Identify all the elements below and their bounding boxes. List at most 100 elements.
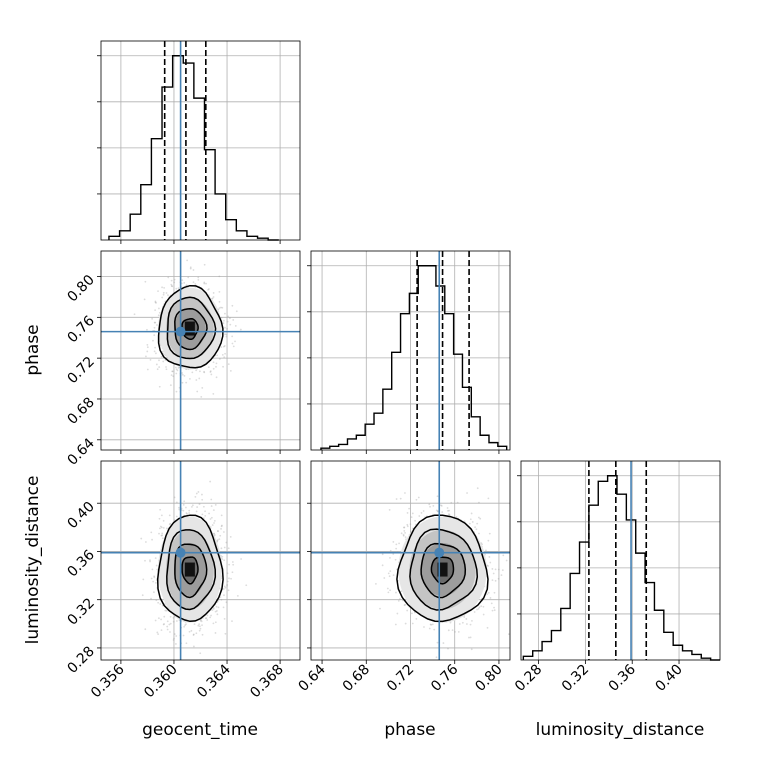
sample-point — [154, 619, 157, 622]
sample-point — [157, 617, 160, 620]
sample-point — [226, 583, 229, 586]
sample-point — [203, 263, 206, 266]
sample-point — [428, 627, 431, 630]
sample-point — [203, 370, 205, 373]
sample-point — [512, 543, 514, 545]
sample-point — [220, 525, 223, 528]
sample-point — [175, 620, 178, 622]
panel-frame — [100, 460, 301, 661]
x-tick-label: 0.40 — [653, 662, 686, 695]
sample-point — [154, 300, 157, 303]
sample-point — [200, 620, 203, 623]
sample-point — [456, 501, 459, 504]
sample-point — [215, 362, 218, 365]
sample-point — [488, 556, 491, 558]
sample-point — [415, 617, 418, 620]
sample-point — [245, 584, 248, 587]
sample-point — [215, 376, 218, 379]
sample-point — [144, 628, 147, 631]
sample-point — [209, 526, 212, 528]
sample-point — [202, 517, 205, 520]
corner-panels: 0.28 0.32 0.36 0.400.640.680.720.760.800.35… — [64, 40, 721, 701]
sample-point — [222, 606, 225, 609]
sample-point — [431, 623, 434, 626]
sample-point — [170, 283, 173, 286]
sample-point — [172, 639, 175, 641]
sample-point — [487, 591, 490, 594]
sample-point — [222, 345, 225, 348]
sample-point — [158, 527, 161, 530]
sample-point — [182, 634, 185, 637]
sample-point — [214, 621, 217, 624]
sample-point — [387, 591, 390, 594]
sample-point — [212, 622, 215, 625]
sample-point — [228, 317, 231, 320]
sample-point — [190, 505, 193, 508]
sample-point — [470, 512, 473, 515]
sample-point — [398, 542, 400, 545]
sample-point — [160, 514, 163, 517]
sample-point — [196, 390, 199, 393]
sample-point — [402, 533, 405, 536]
sample-point — [446, 507, 449, 509]
sample-point — [392, 541, 395, 543]
sample-point — [418, 515, 421, 517]
sample-point — [449, 621, 452, 624]
sample-point — [476, 522, 479, 525]
sample-point — [508, 633, 510, 636]
y-tick-label: 0.72 — [64, 354, 97, 387]
sample-point — [151, 568, 154, 571]
sample-point — [202, 505, 205, 508]
sample-point — [175, 635, 178, 637]
sample-point — [466, 623, 468, 625]
sample-point — [210, 373, 213, 376]
sample-point — [389, 570, 392, 572]
sample-point — [492, 572, 495, 575]
sample-point — [210, 614, 212, 617]
sample-point — [153, 321, 156, 324]
sample-point — [153, 326, 156, 329]
sample-point — [163, 623, 165, 625]
sample-point — [448, 509, 451, 512]
panel-content — [101, 251, 300, 450]
sample-point — [400, 532, 403, 535]
sample-point — [235, 310, 238, 313]
sample-point — [174, 366, 177, 369]
sample-point — [223, 546, 226, 549]
sample-point — [175, 643, 177, 645]
sample-point — [476, 608, 478, 611]
sample-point — [203, 371, 206, 374]
sample-point — [168, 623, 171, 626]
sample-point — [155, 363, 158, 366]
sample-point — [389, 589, 392, 592]
panel-frame — [100, 250, 301, 451]
sample-point — [475, 528, 478, 531]
sample-point — [187, 276, 190, 279]
sample-point — [170, 374, 173, 376]
sample-point — [221, 555, 224, 558]
sample-point — [487, 539, 490, 542]
sample-point — [212, 361, 215, 364]
y-tick-label: 0.76 — [64, 313, 97, 346]
sample-point — [198, 623, 201, 626]
sample-point — [231, 335, 234, 338]
sample-point — [392, 553, 395, 555]
contour-line — [420, 542, 467, 599]
sample-point — [165, 368, 168, 371]
sample-point — [217, 530, 219, 533]
sample-point — [414, 519, 416, 522]
sample-point — [491, 609, 494, 612]
sample-point — [153, 334, 156, 337]
sample-point — [175, 372, 178, 375]
sample-point — [144, 280, 147, 283]
sample-point — [212, 292, 215, 294]
joint-panel-phase-luminosity_distance: 0.64 0.68 0.72 0.76 0.80 — [296, 460, 514, 695]
sample-point — [458, 623, 461, 625]
sample-point — [463, 520, 466, 523]
sample-point — [207, 288, 209, 291]
sample-point — [216, 530, 219, 532]
sample-point — [201, 624, 203, 627]
sample-point — [228, 563, 231, 566]
sample-point — [181, 372, 183, 374]
sample-point — [439, 504, 442, 507]
